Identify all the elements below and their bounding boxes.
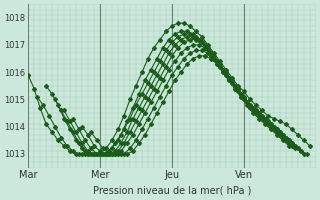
X-axis label: Pression niveau de la mer( hPa ): Pression niveau de la mer( hPa )	[93, 186, 251, 196]
